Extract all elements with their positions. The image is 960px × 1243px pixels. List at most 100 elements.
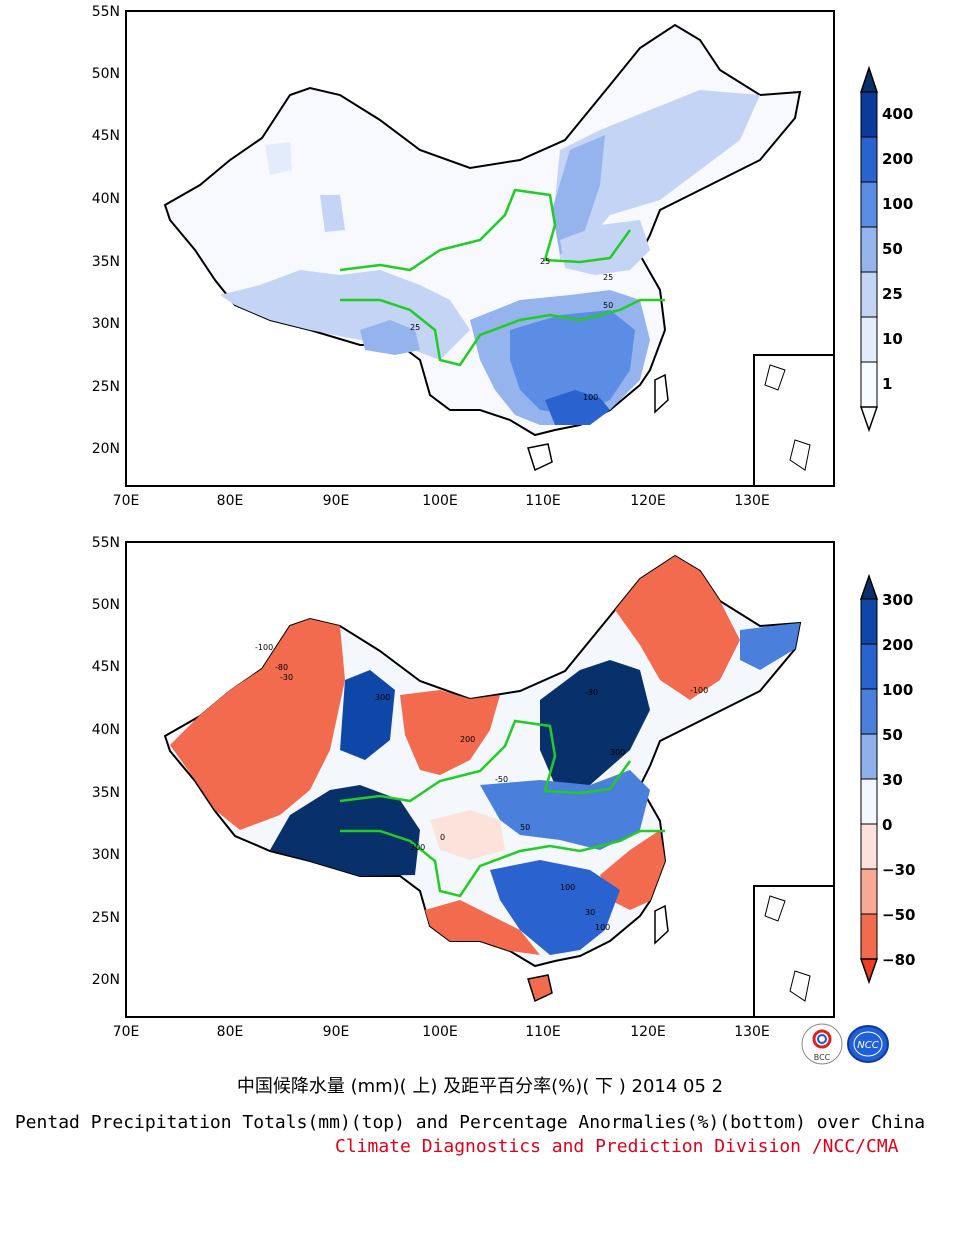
yellow-river: [339, 719, 632, 803]
shade-northeast: [555, 90, 760, 260]
ncc-logo: NCC: [847, 1025, 889, 1063]
precipitation-anomaly-svg: -100 -80 -30 300 200 100 50 -50 0 30 -10…: [92, 535, 916, 1040]
shade-northeast-strong: [552, 135, 605, 255]
yangtze-river: [340, 829, 665, 898]
south-china-sea-inset: [753, 885, 834, 1017]
dry-light-center: [430, 810, 505, 860]
svg-text:25N: 25N: [92, 910, 120, 926]
svg-text:110E: 110E: [525, 493, 561, 509]
contour-label: 25: [603, 273, 613, 282]
lat-axis: 55N 50N 45N 40N 35N 30N 25N 20N: [92, 535, 120, 988]
svg-text:300: 300: [610, 748, 625, 757]
svg-text:40N: 40N: [92, 191, 120, 207]
svg-text:20N: 20N: [92, 972, 120, 988]
lat-axis: 55N 50N 45N 40N 35N 30N 25N 20N: [92, 4, 120, 457]
svg-text:200: 200: [410, 843, 425, 852]
svg-text:200: 200: [460, 735, 475, 744]
svg-text:50N: 50N: [92, 66, 120, 82]
svg-text:-50: -50: [495, 775, 508, 784]
svg-text:90E: 90E: [323, 1024, 350, 1040]
taiwan-island: [654, 373, 669, 414]
lon-axis: 70E 80E 90E 100E 110E 120E 130E: [113, 493, 770, 509]
svg-text:25: 25: [882, 285, 903, 303]
svg-text:10: 10: [882, 330, 903, 348]
yangtze-river: [340, 298, 665, 367]
svg-text:30: 30: [882, 771, 903, 789]
svg-text:400: 400: [882, 105, 913, 123]
contour-labels: -100 -80 -30 300 200 100 50 -50 0 30 -10…: [255, 643, 708, 932]
svg-text:100E: 100E: [422, 1024, 458, 1040]
shade-south-strong: [510, 310, 635, 415]
svg-text:110E: 110E: [525, 1024, 561, 1040]
svg-text:-30: -30: [585, 688, 598, 697]
svg-text:45N: 45N: [92, 659, 120, 675]
credit-caption: Climate Diagnostics and Prediction Divis…: [335, 1136, 899, 1157]
svg-text:50: 50: [520, 823, 530, 832]
svg-text:-100: -100: [255, 643, 273, 652]
svg-text:70E: 70E: [113, 1024, 140, 1040]
svg-text:300: 300: [375, 693, 390, 702]
svg-text:55N: 55N: [92, 4, 120, 20]
wet-south: [490, 860, 620, 955]
dry-xinjiang: [170, 619, 345, 830]
wet-gansu-strip: [340, 670, 395, 760]
svg-text:1: 1: [882, 375, 892, 393]
svg-text:−30: −30: [882, 861, 915, 879]
svg-text:30N: 30N: [92, 316, 120, 332]
svg-text:-100: -100: [690, 686, 708, 695]
svg-text:50N: 50N: [92, 597, 120, 613]
svg-text:130E: 130E: [734, 1024, 770, 1040]
contour-label: 100: [583, 393, 598, 402]
precip-legend: 400 200 100 50 25 10 1: [859, 65, 913, 433]
anomaly-legend: 300 200 100 50 30 0 −30 −50 −80: [859, 573, 915, 985]
svg-text:-80: -80: [275, 663, 288, 672]
svg-text:80E: 80E: [217, 493, 244, 509]
svg-text:−80: −80: [882, 951, 915, 969]
svg-text:-30: -30: [280, 673, 293, 682]
svg-text:80E: 80E: [217, 1024, 244, 1040]
contour-label: 25: [410, 323, 420, 332]
svg-text:30N: 30N: [92, 847, 120, 863]
svg-text:120E: 120E: [630, 1024, 666, 1040]
precipitation-anomaly-map: -100 -80 -30 300 200 100 50 -50 0 30 -10…: [0, 530, 960, 1050]
contour-label: 25: [540, 257, 550, 266]
hainan-island: [527, 974, 553, 1003]
svg-text:−50: −50: [882, 906, 915, 924]
south-china-sea-inset: [753, 354, 834, 486]
svg-text:30: 30: [585, 908, 595, 917]
svg-text:120E: 120E: [630, 493, 666, 509]
svg-text:45N: 45N: [92, 128, 120, 144]
svg-text:100: 100: [882, 195, 913, 213]
english-caption: Pentad Precipitation Totals(mm)(top) and…: [14, 1112, 926, 1133]
svg-text:70E: 70E: [113, 493, 140, 509]
svg-text:90E: 90E: [323, 493, 350, 509]
inset-islands: [764, 895, 811, 1002]
dry-northeast: [615, 556, 740, 700]
svg-text:0: 0: [440, 833, 445, 842]
svg-text:50: 50: [882, 726, 903, 744]
precipitation-totals-map: 25 25 25 50 100 55N 50N 45N 40N 35N 30N …: [0, 0, 960, 520]
svg-text:20N: 20N: [92, 441, 120, 457]
shade-qinghai: [320, 195, 345, 232]
svg-text:35N: 35N: [92, 785, 120, 801]
svg-text:35N: 35N: [92, 254, 120, 270]
svg-text:NCC: NCC: [857, 1040, 878, 1051]
svg-text:25N: 25N: [92, 379, 120, 395]
shade-xinjiang: [265, 142, 292, 175]
hainan-island: [527, 443, 553, 472]
svg-text:100: 100: [882, 681, 913, 699]
precipitation-totals-svg: 25 25 25 50 100 55N 50N 45N 40N 35N 30N …: [92, 4, 914, 509]
svg-text:100E: 100E: [422, 493, 458, 509]
svg-text:40N: 40N: [92, 722, 120, 738]
wet-heilongjiang: [740, 623, 800, 670]
svg-text:130E: 130E: [734, 493, 770, 509]
dry-southwest: [425, 900, 540, 955]
dry-inner-mongolia: [400, 690, 500, 775]
svg-text:BCC: BCC: [814, 1053, 831, 1062]
contour-label: 50: [603, 301, 613, 310]
svg-text:200: 200: [882, 636, 913, 654]
taiwan-island: [654, 904, 669, 945]
svg-text:55N: 55N: [92, 535, 120, 551]
inset-islands: [764, 364, 811, 471]
lon-axis: 70E 80E 90E 100E 110E 120E 130E: [113, 1024, 770, 1040]
